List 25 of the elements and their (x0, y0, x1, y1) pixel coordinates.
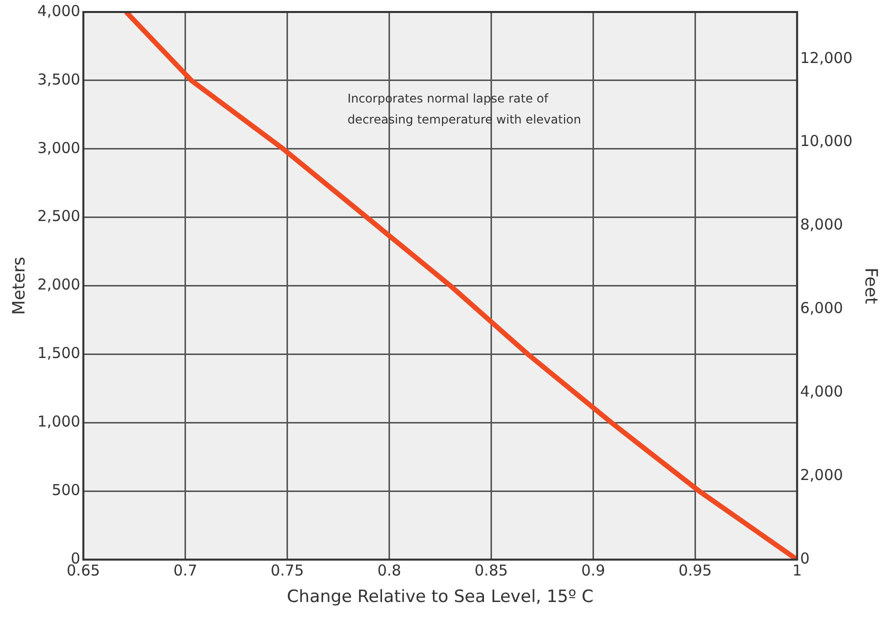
y2-tick-label: 0 (800, 549, 810, 568)
x-tick-label: 0.9 (581, 561, 606, 580)
y-tick-label: 1,000 (37, 412, 80, 431)
y-tick-label: 2,000 (37, 276, 80, 294)
x-tick-label: 0.75 (270, 561, 304, 580)
y2-tick-label: 10,000 (800, 132, 853, 150)
y-tick-label: 500 (52, 481, 80, 500)
x-tick-label: 0.7 (173, 561, 198, 580)
y-tick-label: 3,500 (37, 70, 80, 88)
y-tick-label: 4,000 (37, 2, 80, 20)
y2-tick-label: 2,000 (800, 466, 844, 484)
y-tick-label: 2,500 (37, 207, 80, 226)
x-tick-label: 0.8 (377, 561, 402, 580)
y2-tick-label: 8,000 (800, 216, 844, 234)
x-axis-title: Change Relative to Sea Level, 15º C (286, 587, 594, 608)
y2-axis-title: Feet (860, 268, 880, 304)
y-tick-label: 1,500 (37, 344, 80, 362)
y2-tick-label: 4,000 (800, 382, 844, 401)
y2-tick-label: 12,000 (800, 48, 853, 67)
x-tick-label: 1 (792, 561, 802, 580)
y2-tick-label: 6,000 (800, 299, 844, 318)
x-tick-label: 0.95 (678, 561, 712, 580)
x-tick-label: 0.85 (474, 561, 508, 580)
y-tick-label: 3,000 (37, 138, 80, 157)
y-axis-title: Meters (10, 256, 30, 315)
